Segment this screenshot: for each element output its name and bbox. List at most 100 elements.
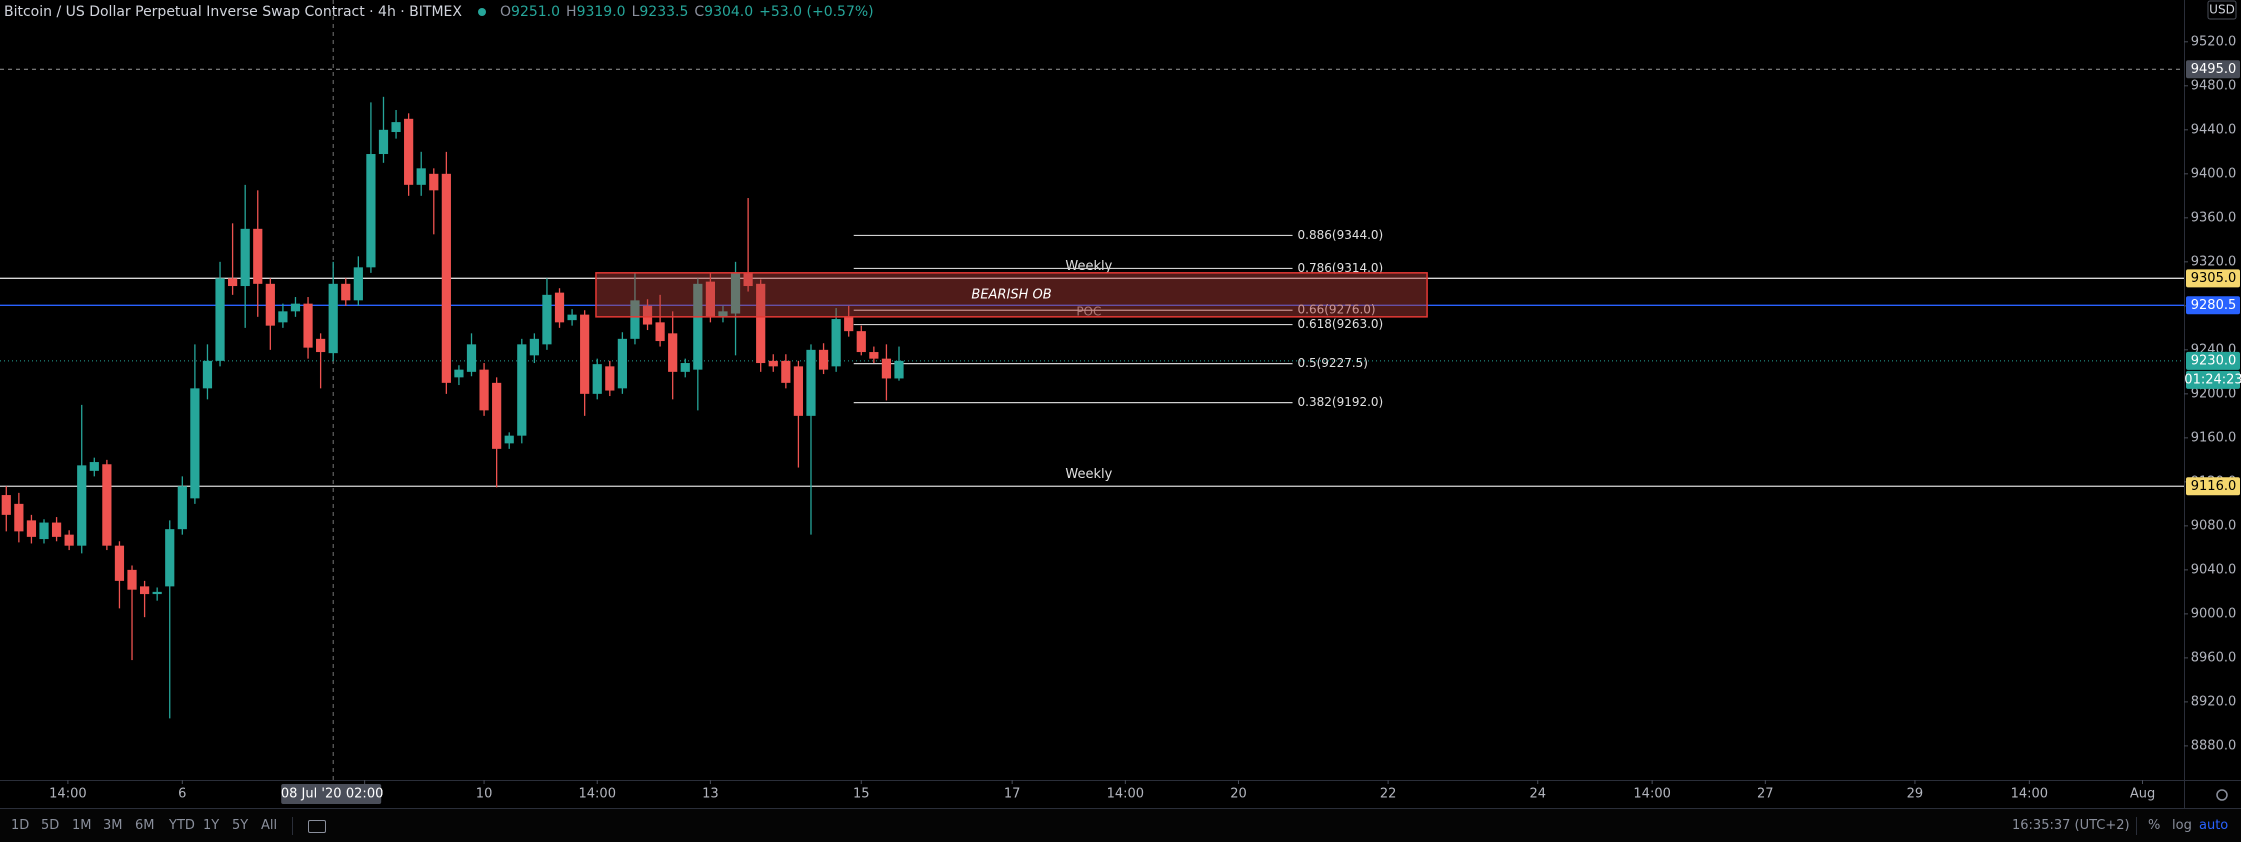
x-tick-label: 27: [1757, 787, 1774, 802]
candle-body: [818, 349, 829, 370]
candle-body: [39, 522, 49, 540]
fib-label: 0.382(9192.0): [1298, 395, 1384, 409]
candle-body: [605, 366, 615, 391]
currency: USD: [2209, 3, 2235, 17]
chart: USD 8880.0 8920.0 8960.0 9000.0 9040.0 9080.0 9…: [0, 0, 2241, 808]
y-tick-label: 9080.0: [2191, 518, 2237, 533]
legend-key: O: [500, 4, 512, 20]
header: Bitcoin / US Dollar Perpetual Inverse Sw…: [4, 2, 880, 22]
candle-body: [479, 369, 489, 411]
scale-option[interactable]: log: [2172, 818, 2192, 833]
candle-body: [529, 338, 539, 356]
candle-body: [806, 349, 816, 416]
candle-body: [51, 522, 62, 537]
range-button[interactable]: 5D: [41, 818, 60, 833]
legend-value: 9304.0: [704, 4, 754, 20]
candle-body: [894, 360, 904, 379]
candle-body: [240, 228, 250, 287]
candle-body: [429, 173, 439, 191]
candle-body: [831, 319, 841, 367]
candle-body: [517, 344, 527, 436]
range-button[interactable]: 6M: [135, 818, 155, 833]
range-button[interactable]: 5Y: [232, 818, 249, 833]
scale-option[interactable]: %: [2148, 818, 2161, 833]
candle-body: [705, 281, 715, 317]
chart-title: Bitcoin / US Dollar Perpetual Inverse Sw…: [4, 4, 462, 20]
candle-body: [504, 435, 514, 444]
range-button[interactable]: 1M: [72, 818, 92, 833]
candle-body: [781, 360, 791, 383]
legend-change: +53.0 (+0.57%): [759, 4, 874, 20]
candle-body: [554, 292, 565, 323]
settings-icon: [2216, 789, 2228, 801]
candle-body: [391, 122, 401, 133]
range-button[interactable]: 3M: [103, 818, 123, 833]
x-tick-label: 24: [1529, 787, 1546, 802]
candle-body: [869, 352, 879, 359]
legend-value: 9251.0: [511, 4, 561, 20]
candle-body: [542, 294, 552, 345]
clock[interactable]: 16:35:37 (UTC+2): [2012, 818, 2130, 833]
current-price-box: [2186, 351, 2240, 370]
candle-body: [617, 338, 627, 389]
x-tick-label: 14:00: [2011, 787, 2048, 802]
y-tick-label: 8960.0: [2191, 650, 2237, 665]
candle-body: [592, 364, 602, 394]
x-tick-label: 10: [476, 787, 493, 802]
y-tick-label: 9000.0: [2191, 606, 2237, 621]
candle-body: [1, 495, 11, 515]
y-tick-label: 9040.0: [2191, 562, 2237, 577]
candle-body: [127, 569, 137, 590]
bottom-toolbar: 1D 5D 1M 3M 6M YTD 1Y 5Y All 16:35:37 (UTC+2)% log…: [0, 808, 2241, 842]
range-button[interactable]: All: [261, 818, 278, 833]
candle-body: [856, 331, 866, 353]
level-price: 9116.0: [2191, 479, 2237, 494]
crosshair-time: 08 Jul '20: [281, 787, 342, 802]
y-tick-label: 9320.0: [2191, 254, 2237, 269]
candle-body: [466, 344, 477, 372]
candle-body: [152, 591, 162, 595]
candle-body: [26, 520, 37, 537]
y-tick-label: 8880.0: [2191, 738, 2237, 753]
crosshair-price-box: [2186, 60, 2240, 79]
candle-body: [89, 462, 99, 471]
candle-body: [316, 338, 326, 353]
candle-body: [190, 388, 200, 499]
candle-body: [265, 283, 275, 326]
x-tick-label: 13: [702, 787, 719, 802]
range-button[interactable]: YTD: [169, 818, 195, 833]
x-tick-label: 17: [1004, 787, 1021, 802]
range-button[interactable]: 1Y: [203, 818, 220, 833]
fib-label: 0.618(9263.0): [1298, 317, 1384, 331]
candle-body: [139, 586, 150, 595]
zone-note: POC: [1076, 305, 1101, 319]
candle-body: [768, 360, 778, 367]
candle-body: [793, 366, 804, 416]
range-button[interactable]: 1D: [11, 818, 30, 833]
candle-body: [756, 283, 766, 364]
legend-item: L9233.5: [632, 4, 689, 20]
level-price-box: [2186, 269, 2240, 288]
bearish-zone: [595, 272, 1428, 318]
fib-label: 0.5(9227.5): [1298, 356, 1368, 370]
candle-body: [64, 534, 74, 546]
candle-body: [730, 272, 741, 314]
candle-body: [366, 154, 376, 268]
x-tick-label: 29: [1907, 787, 1924, 802]
level-note: Weekly: [1065, 467, 1112, 482]
legend-key: C: [694, 4, 705, 20]
candle-body: [680, 363, 690, 372]
candle-body: [630, 300, 640, 339]
candle-body: [416, 168, 426, 185]
goto-date-icon[interactable]: [308, 820, 326, 833]
y-tick-label: 9200.0: [2191, 386, 2237, 401]
candle-body: [253, 228, 263, 284]
fib-label: 0.66(9276.0): [1298, 303, 1376, 317]
level-price-box: [2186, 296, 2240, 315]
toolbar-divider: [2136, 817, 2137, 835]
candle-body: [580, 314, 590, 394]
scale-option[interactable]: auto: [2199, 818, 2229, 833]
candle-body: [718, 311, 728, 317]
candle-body: [278, 311, 288, 323]
candle-body: [228, 278, 238, 287]
